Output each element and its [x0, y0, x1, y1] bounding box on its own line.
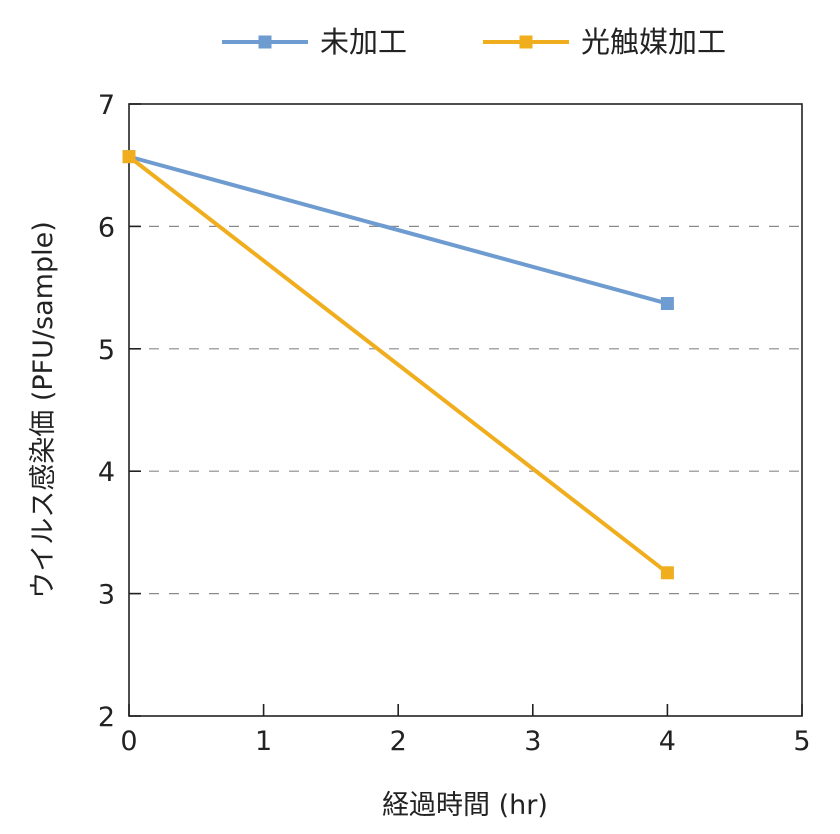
y-tick-label: 3 [98, 580, 115, 611]
y-tick-label: 2 [98, 702, 115, 733]
y-tick-label: 4 [98, 457, 115, 488]
plot-frame [128, 103, 803, 717]
series-group [122, 150, 674, 580]
x-tick-label: 1 [255, 726, 272, 757]
y-axis-ticks: 2 3 4 5 6 7 [98, 90, 141, 733]
gridlines [129, 225, 802, 595]
data-point [122, 150, 136, 164]
data-point [660, 566, 674, 580]
x-tick-label: 2 [390, 726, 407, 757]
legend-label: 未加工 [320, 25, 407, 59]
x-tick-label: 3 [524, 726, 541, 757]
x-tick-label: 0 [120, 726, 137, 757]
legend-swatch-marker [519, 35, 533, 49]
data-point [660, 297, 674, 311]
series-line-0 [128, 154, 668, 306]
x-axis-title: 経過時間 (hr) [382, 790, 548, 821]
legend-label: 光触媒加工 [581, 25, 726, 59]
x-tick-label: 4 [659, 726, 676, 757]
series-line-1 [127, 155, 669, 575]
y-tick-label: 6 [98, 212, 115, 243]
x-axis-ticks: 0 1 2 3 4 5 [120, 704, 811, 757]
legend: 未加工 光触媒加工 [222, 25, 726, 59]
legend-swatch-marker [258, 35, 272, 49]
x-tick-label: 5 [793, 726, 810, 757]
y-axis-title: ウイルス感染価 (PFU/sample) [28, 221, 59, 599]
y-tick-label: 7 [98, 90, 115, 121]
y-tick-label: 5 [98, 335, 115, 366]
